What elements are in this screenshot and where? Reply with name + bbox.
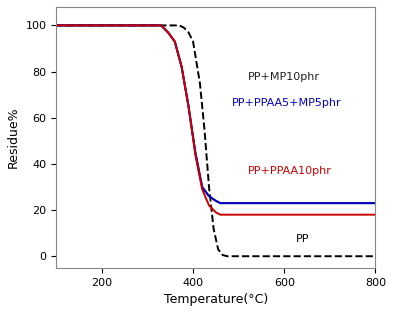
Y-axis label: Residue%: Residue% [7, 106, 20, 168]
Text: PP+MP10phr: PP+MP10phr [248, 72, 320, 82]
Text: PP+PPAA10phr: PP+PPAA10phr [248, 166, 332, 176]
Text: PP: PP [296, 234, 309, 244]
X-axis label: Temperature(°C): Temperature(°C) [164, 293, 268, 306]
Text: PP+PPAA5+MP5phr: PP+PPAA5+MP5phr [232, 98, 342, 108]
